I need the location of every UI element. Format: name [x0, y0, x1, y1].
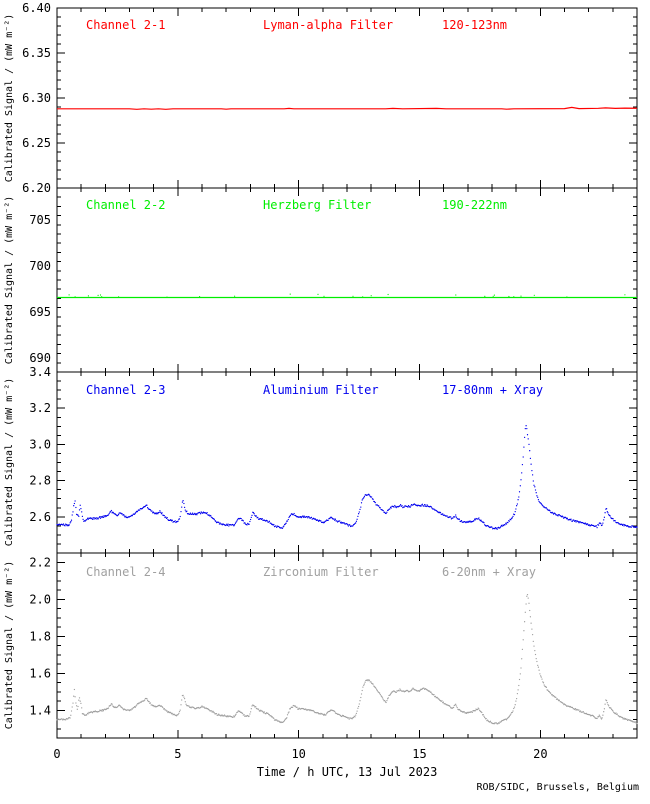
- panel-1-band-label: 120-123nm: [442, 18, 507, 32]
- panel-2-ytick-label: 690: [29, 351, 51, 365]
- panel-4-ytick-label: 1.4: [29, 703, 51, 717]
- panel-3-y-axis-title: Calibrated Signal / (mW m⁻²): [4, 378, 15, 547]
- panel-1-ytick-label: 6.25: [22, 136, 51, 150]
- panel-3-ytick-label: 3.0: [29, 437, 51, 451]
- x-axis-title: Time / h UTC, 13 Jul 2023: [257, 765, 438, 779]
- panel-3-ytick-label: 3.2: [29, 401, 51, 415]
- panel-3-channel-label: Channel 2-3: [86, 383, 165, 397]
- panel-2-y-axis-title: Calibrated Signal / (mW m⁻²): [4, 196, 15, 365]
- panel-3-ytick-label: 2.6: [29, 510, 51, 524]
- panel-4-filter-label: Zirconium Filter: [263, 565, 379, 579]
- x-tick-label: 15: [412, 747, 426, 761]
- panel-3-band-label: 17-80nm + Xray: [442, 383, 543, 397]
- panel-4-series-dots: [56, 593, 638, 725]
- panel-3-filter-label: Aluminium Filter: [263, 383, 379, 397]
- panel-2-filter-label: Herzberg Filter: [263, 198, 371, 212]
- panel-3-ytick-label: 3.4: [29, 365, 51, 379]
- x-tick-label: 10: [291, 747, 305, 761]
- panel-2-channel-label: Channel 2-2: [86, 198, 165, 212]
- panel-1-series-line: [57, 106, 638, 110]
- x-tick-label: 5: [174, 747, 181, 761]
- panel-1-y-axis-title: Calibrated Signal / (mW m⁻²): [4, 14, 15, 183]
- x-tick-label: 0: [53, 747, 60, 761]
- panel-4-channel-label: Channel 2-4: [86, 565, 165, 579]
- panel-2-ytick-label: 700: [29, 259, 51, 273]
- panel-4-band-label: 6-20nm + Xray: [442, 565, 536, 579]
- panel-4-ytick-label: 2.2: [29, 555, 51, 569]
- panel-3-ytick-label: 2.8: [29, 474, 51, 488]
- panel-4-ytick-label: 1.6: [29, 666, 51, 680]
- panel-3: 2.6 2.8 3.0 3.2 3.4: [29, 365, 638, 554]
- panel-1-ytick-label: 6.20: [22, 181, 51, 195]
- panel-2-ytick-label: 695: [29, 305, 51, 319]
- panel-3-series-dots: [56, 425, 638, 530]
- panel-4-ytick-label: 2.0: [29, 592, 51, 606]
- panel-4-ticks: [56, 552, 638, 739]
- panel-1-ytick-label: 6.40: [22, 1, 51, 15]
- panel-2-band-label: 190-222nm: [442, 198, 507, 212]
- panel-1-channel-label: Channel 2-1: [86, 18, 165, 32]
- panel-4-y-axis-title: Calibrated Signal / (mW m⁻²): [4, 561, 15, 730]
- panel-4-ytick-label: 1.8: [29, 629, 51, 643]
- panel-2-series-speckle: [68, 293, 626, 298]
- panel-2-ytick-label: 705: [29, 213, 51, 227]
- panel-1-ytick-label: 6.30: [22, 91, 51, 105]
- panel-4: 1.4 1.6 1.8 2.0 2.2: [29, 552, 638, 739]
- panel-1-filter-label: Lyman-alpha Filter: [263, 18, 393, 32]
- axes-and-series: 6.20 6.25 6.30 6.35 6.40 690 695 700 705 2.6 2.8 3.…: [22, 1, 638, 761]
- credit-label: ROB/SIDC, Brussels, Belgium: [476, 782, 639, 793]
- x-tick-label: 20: [533, 747, 547, 761]
- panel-1-ytick-label: 6.35: [22, 46, 51, 60]
